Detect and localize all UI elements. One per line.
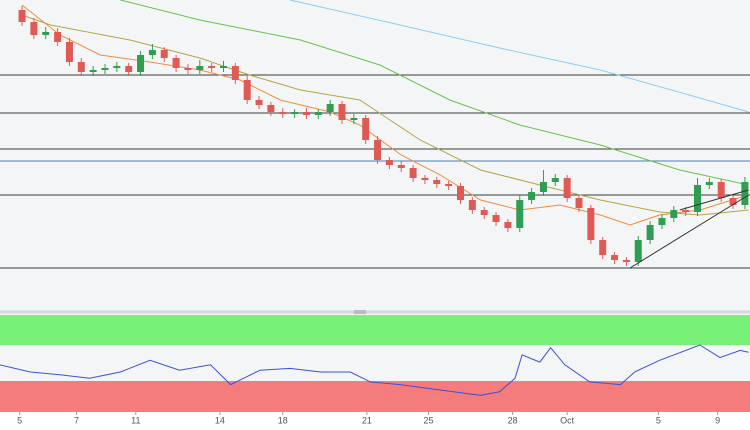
candle-body bbox=[374, 140, 382, 160]
candle-body bbox=[587, 208, 595, 240]
candle-body bbox=[480, 210, 488, 215]
candle-body bbox=[326, 104, 334, 112]
candle-body bbox=[196, 66, 204, 70]
candle-body bbox=[670, 210, 678, 218]
candle-body bbox=[101, 68, 109, 70]
x-tick-label: 18 bbox=[278, 415, 288, 425]
moving-average bbox=[21, 4, 749, 226]
candle-body bbox=[599, 240, 607, 255]
x-tick-label: 11 bbox=[131, 415, 140, 425]
candle-body bbox=[279, 112, 287, 114]
candle-body bbox=[622, 260, 630, 262]
candle-body bbox=[137, 55, 145, 72]
x-tick-label: Oct bbox=[560, 415, 575, 425]
x-tick-label: 5 bbox=[17, 415, 22, 425]
candle-body bbox=[611, 255, 619, 260]
candle-body bbox=[658, 218, 666, 225]
candle-body bbox=[350, 118, 358, 120]
candle-body bbox=[18, 10, 26, 22]
candle-body bbox=[314, 112, 322, 115]
candle-body bbox=[208, 66, 216, 68]
rsi-line bbox=[0, 344, 749, 396]
candle-body bbox=[492, 215, 500, 222]
x-tick-label: 21 bbox=[362, 415, 372, 425]
candle-body bbox=[634, 240, 642, 262]
candle-body bbox=[456, 186, 464, 200]
x-tick-label: 5 bbox=[656, 415, 661, 425]
candle-body bbox=[65, 42, 73, 62]
x-axis-area bbox=[0, 412, 750, 430]
candle-body bbox=[89, 70, 97, 72]
overbought-band bbox=[0, 315, 750, 345]
candle-body bbox=[575, 198, 583, 208]
candle-body bbox=[113, 66, 121, 68]
candle-body bbox=[433, 180, 441, 184]
candle-body bbox=[445, 184, 453, 186]
candle-body bbox=[646, 225, 654, 240]
candle-body bbox=[42, 32, 50, 35]
candle-body bbox=[717, 182, 725, 198]
moving-average bbox=[289, 0, 749, 113]
candle-body bbox=[362, 118, 370, 140]
candle-body bbox=[219, 66, 227, 68]
moving-average bbox=[21, 14, 749, 216]
candle-body bbox=[255, 100, 263, 105]
candle-body bbox=[397, 165, 405, 168]
moving-average bbox=[120, 0, 749, 186]
candle-body bbox=[148, 50, 156, 55]
candle-body bbox=[385, 160, 393, 165]
candle-body bbox=[694, 185, 702, 212]
candle-body bbox=[504, 222, 512, 228]
candle-body bbox=[267, 105, 275, 112]
candle-body bbox=[77, 62, 85, 72]
candle-body bbox=[172, 58, 180, 68]
divider-handle[interactable] bbox=[354, 310, 366, 314]
x-tick-label: 14 bbox=[215, 415, 225, 425]
x-tick-label: 9 bbox=[715, 415, 720, 425]
candle-body bbox=[528, 192, 536, 200]
trendline bbox=[629, 194, 749, 269]
x-tick-label: 28 bbox=[508, 415, 518, 425]
candle-body bbox=[409, 168, 417, 178]
candle-body bbox=[30, 22, 38, 35]
candle-body bbox=[563, 178, 571, 198]
x-tick-label: 7 bbox=[74, 415, 79, 425]
candle-body bbox=[231, 66, 239, 80]
candle-body bbox=[243, 80, 251, 100]
oversold-band bbox=[0, 381, 750, 412]
candle-body bbox=[729, 198, 737, 205]
candle-body bbox=[338, 104, 346, 120]
candle-body bbox=[551, 178, 559, 182]
candle-body bbox=[125, 66, 133, 72]
candle-body bbox=[705, 182, 713, 185]
candle-body bbox=[302, 112, 310, 115]
candle-body bbox=[741, 182, 749, 205]
trendline bbox=[679, 189, 749, 211]
candle-body bbox=[184, 68, 192, 70]
x-tick-label: 25 bbox=[423, 415, 433, 425]
candle-body bbox=[160, 50, 168, 58]
candle-body bbox=[682, 210, 690, 212]
candle-body bbox=[54, 32, 62, 42]
candle-body bbox=[539, 182, 547, 192]
candle-body bbox=[291, 112, 299, 114]
candle-body bbox=[468, 200, 476, 210]
candle-body bbox=[421, 178, 429, 180]
candle-body bbox=[516, 200, 524, 228]
